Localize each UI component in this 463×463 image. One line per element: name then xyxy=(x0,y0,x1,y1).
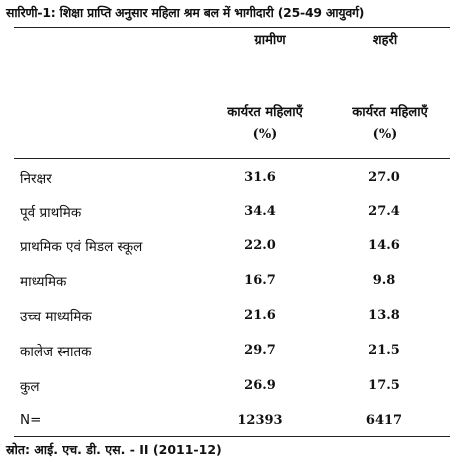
row-label: माध्यमिक xyxy=(20,274,67,290)
table-row: पूर्व प्राथमिक 34.4 27.4 xyxy=(0,203,463,233)
header-rule xyxy=(14,158,450,159)
table-row: कालेज स्नातक 29.7 21.5 xyxy=(0,342,463,372)
urban-value: 13.8 xyxy=(368,308,400,323)
row-label: कालेज स्नातक xyxy=(20,344,92,360)
table-row: उच्च माध्यमिक 21.6 13.8 xyxy=(0,307,463,337)
rural-value: 26.9 xyxy=(244,378,276,393)
rural-column-heading: ग्रामीण xyxy=(254,33,286,48)
rural-value: 29.7 xyxy=(244,343,276,358)
table-title: सारिणी-1: शिक्षा प्राप्ति अनुसार महिला श… xyxy=(6,5,365,20)
table-row: कुल 26.9 17.5 xyxy=(0,377,463,407)
rural-value: 16.7 xyxy=(244,273,276,288)
source-note: स्रोत: आई. एच. डी. एस. - II (2011-12) xyxy=(6,442,222,457)
rural-value: 31.6 xyxy=(244,170,276,185)
urban-column-unit: (%) xyxy=(372,127,398,142)
urban-column-subheading: कार्यरत महिलाएँ xyxy=(352,105,428,120)
urban-column-heading: शहरी xyxy=(372,33,398,48)
row-label: प्राथमिक एवं मिडल स्कूल xyxy=(20,239,143,255)
table-row: N= 12393 6417 xyxy=(0,412,463,442)
urban-value: 27.0 xyxy=(368,170,400,185)
rural-column-unit: (%) xyxy=(252,127,278,142)
row-label: कुल xyxy=(20,379,40,395)
rural-value: 22.0 xyxy=(244,238,276,253)
urban-value: 14.6 xyxy=(368,238,400,253)
table-row: निरक्षर 31.6 27.0 xyxy=(0,169,463,199)
row-label: निरक्षर xyxy=(20,171,52,187)
table-row: प्राथमिक एवं मिडल स्कूल 22.0 14.6 xyxy=(0,237,463,267)
rural-column-subheading: कार्यरत महिलाएँ xyxy=(227,105,303,120)
table-row: माध्यमिक 16.7 9.8 xyxy=(0,272,463,302)
urban-value: 9.8 xyxy=(372,273,396,288)
rural-value: 34.4 xyxy=(244,204,276,219)
urban-value: 21.5 xyxy=(368,343,400,358)
urban-value: 17.5 xyxy=(368,378,400,393)
urban-value: 27.4 xyxy=(368,204,400,219)
rural-value: 21.6 xyxy=(244,308,276,323)
row-label: उच्च माध्यमिक xyxy=(20,309,92,325)
bottom-rule xyxy=(14,436,450,437)
urban-value: 6417 xyxy=(365,413,403,428)
row-label: पूर्व प्राथमिक xyxy=(20,205,82,221)
top-rule xyxy=(14,27,450,28)
rural-value: 12393 xyxy=(237,413,283,428)
row-label: N= xyxy=(20,412,42,428)
